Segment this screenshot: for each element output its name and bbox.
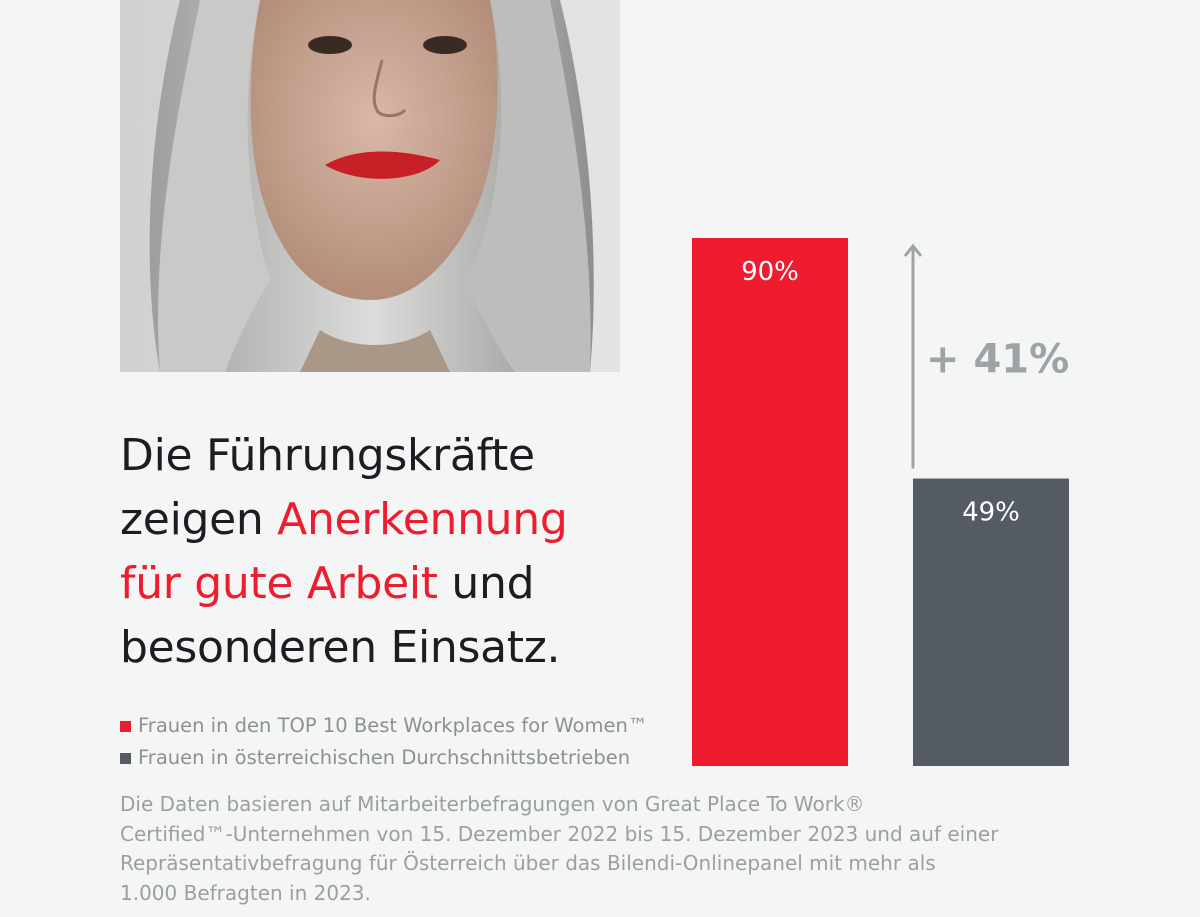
bar-average: [913, 478, 1069, 766]
legend-item-average: Frauen in österreichischen Durchschnitts…: [120, 742, 647, 774]
headline-accent-anerkennung: Anerkennung: [277, 494, 568, 545]
footnote-line-4: 1.000 Befragten in 2023.: [120, 880, 371, 905]
legend-item-top10: Frauen in den TOP 10 Best Workplaces for…: [120, 710, 647, 742]
headline-accent-gute-arbeit: für gute Arbeit: [120, 558, 438, 609]
chart-legend: Frauen in den TOP 10 Best Workplaces for…: [120, 710, 647, 774]
bar-top10: [692, 238, 848, 766]
headline-line-4: besonderen Einsatz.: [120, 622, 561, 673]
portrait-photo: [120, 0, 620, 372]
legend-swatch-red: [120, 720, 131, 732]
legend-swatch-gray: [120, 752, 131, 764]
difference-arrow-icon: [903, 243, 923, 469]
legend-label-average: Frauen in österreichischen Durchschnitts…: [138, 746, 631, 769]
footnote-line-1: Die Daten basieren auf Mitarbeiterbefrag…: [120, 792, 865, 816]
difference-label: + 41%: [926, 336, 1069, 382]
legend-label-top10: Frauen in den TOP 10 Best Workplaces for…: [138, 714, 648, 737]
footnote-line-2: Certified™-Unternehmen von 15. Dezember …: [120, 821, 999, 846]
headline-line-1: Die Führungskräfte: [120, 430, 535, 481]
headline: Die Führungskräfte zeigen Anerkennung fü…: [120, 424, 680, 680]
headline-line-2-plain: zeigen: [120, 494, 278, 545]
bar-label-average: 49%: [962, 498, 1020, 528]
bar-label-top10: 90%: [741, 257, 799, 287]
footnote-line-3: Repräsentativbefragung für Österreich üb…: [120, 851, 936, 875]
footnote: Die Daten basieren auf Mitarbeiterbefrag…: [120, 790, 1100, 908]
headline-line-3-plain: und: [437, 558, 535, 609]
